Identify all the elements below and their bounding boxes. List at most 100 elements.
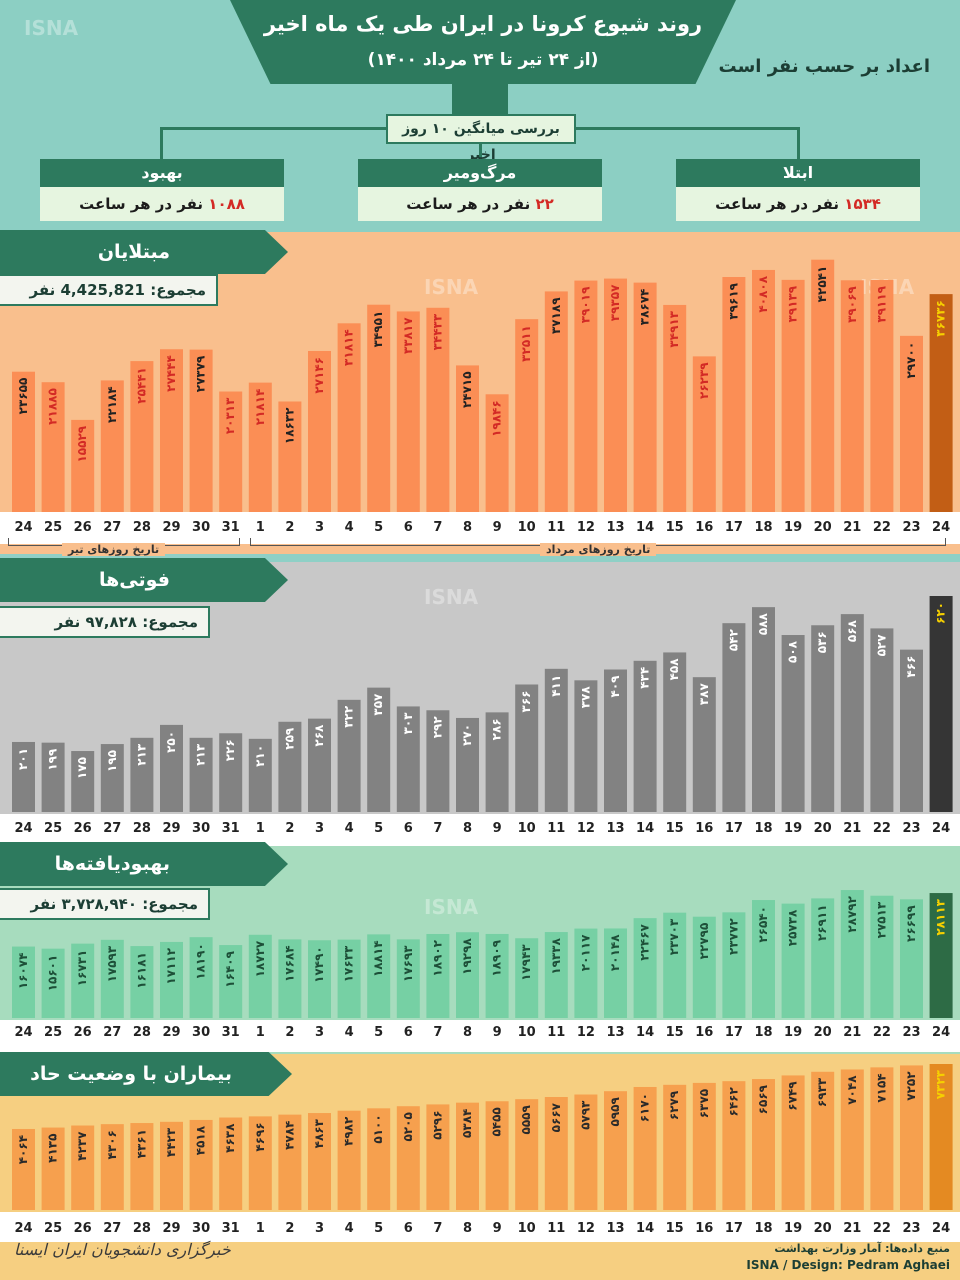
bar (130, 1123, 154, 1210)
data-label: ۱۷۹۴۳ (519, 944, 533, 981)
bar (308, 940, 331, 1018)
bar (219, 945, 243, 1018)
bar (604, 278, 627, 512)
tick-label: 7 (433, 520, 442, 535)
data-label: ۳۳۸۱۷ (401, 317, 415, 354)
tick-label: 15 (666, 520, 684, 535)
data-label: ۷۰۴۸ (845, 1075, 859, 1105)
connector-line (160, 127, 388, 130)
data-label: ۴۸۶۳ (312, 1118, 326, 1148)
tick-label: 2 (285, 821, 294, 836)
data-label: ۲۵۹ (282, 727, 296, 750)
data-label: ۵۸۸ (756, 612, 770, 635)
bar (485, 394, 509, 512)
tick-label: 31 (222, 1221, 240, 1236)
summary-infected-unit: نفر در هر ساعت (715, 195, 845, 213)
data-label: ۳۹۱۱۹ (874, 285, 888, 322)
tick-label: 8 (463, 821, 472, 836)
bar (189, 937, 213, 1018)
tick-label: 18 (754, 1221, 772, 1236)
data-label: ۱۸۹۰۹ (490, 939, 504, 976)
tick-label: 4 (345, 520, 354, 535)
page-title: روند شیوع کرونا در ایران طی یک ماه اخیر (263, 12, 703, 36)
tick-label: 23 (902, 1025, 920, 1040)
bar (278, 1114, 302, 1210)
data-label: ۵۶۸ (845, 619, 859, 642)
bar (752, 607, 775, 812)
bar (574, 1094, 598, 1210)
bar (840, 614, 864, 812)
agency-signature: خبرگزاری دانشجویان ایران ایسنا (14, 1240, 231, 1259)
tick-label: 27 (103, 1025, 121, 1040)
tick-label: 13 (606, 1025, 624, 1040)
data-label: ۴۳۰۶ (105, 1130, 119, 1159)
tick-label: 16 (695, 1025, 713, 1040)
bar (870, 895, 894, 1018)
bar (781, 635, 805, 812)
bar (426, 933, 450, 1018)
data-label: ۴۷۸۴ (282, 1121, 296, 1150)
tick-label: 28 (133, 520, 151, 535)
tick-label: 17 (725, 520, 743, 535)
data-label: ۴۶۳۸ (223, 1123, 237, 1153)
data-label: ۲۵۷۳۸ (786, 909, 800, 946)
bar (396, 706, 420, 812)
watermark: ISNA (24, 16, 79, 40)
data-label: ۶۵۶۹ (756, 1084, 770, 1114)
bar (41, 382, 65, 512)
severe-days-band (0, 1212, 960, 1242)
tick-label: 16 (695, 1221, 713, 1236)
data-label: ۳۸۷ (697, 683, 711, 706)
data-label: ۱۹۲۹۸ (460, 938, 474, 975)
data-label: ۳۵۷ (371, 693, 385, 716)
tick-label: 2 (285, 520, 294, 535)
data-label: ۱۸۶۳۲ (282, 407, 296, 444)
data-label: ۳۹۱۳۹ (786, 285, 800, 322)
data-label: ۱۷۶۸۴ (282, 945, 296, 982)
bar (41, 1127, 65, 1210)
recovered-section-title: بهبودیافته‌ها (0, 842, 288, 886)
bar (722, 1081, 746, 1210)
tick-label: 22 (873, 1025, 891, 1040)
title-banner (230, 0, 736, 84)
bar (544, 668, 568, 812)
bar (633, 660, 657, 812)
tick-label: 28 (133, 1221, 151, 1236)
bar (604, 1091, 627, 1210)
bar (900, 649, 923, 812)
recovered-days-band (0, 1020, 960, 1052)
data-label: ۴۳۴ (638, 667, 652, 689)
bar (12, 946, 35, 1018)
tick-label: 8 (463, 1221, 472, 1236)
data-label: ۱۸۱۹۰ (194, 943, 208, 980)
data-label: ۳۹۰۶۹ (845, 286, 859, 323)
tir-label: تاریخ روزهای تیر (62, 543, 166, 556)
summary-recovered-value: ۱۰۸۸ نفر در هر ساعت (40, 187, 284, 221)
data-label: ۷۱۵۴ (874, 1073, 888, 1102)
data-label: ۱۶۰۷۴ (16, 953, 30, 990)
cases-chart: ۲۳۶۵۵24۲۱۸۸۵25۱۵۵۲۹26۲۲۱۸۴27۲۵۴۴۱28۲۷۴۴۴… (12, 259, 953, 535)
data-label: ۵۲۰۵ (401, 1112, 415, 1141)
tick-label: 26 (74, 1025, 92, 1040)
tick-label: 12 (577, 1221, 595, 1236)
recovered-total: مجموع: ۳,۷۲۸,۹۴۰ نفر (0, 888, 210, 920)
data-label: ۱۹۸۴۶ (490, 400, 504, 437)
watermark: ISNA (424, 895, 479, 919)
tick-label: 21 (843, 520, 861, 535)
bar (929, 893, 953, 1018)
tick-label: 11 (547, 1221, 565, 1236)
tick-label: 23 (902, 821, 920, 836)
bar (663, 304, 687, 512)
tick-label: 10 (518, 1221, 536, 1236)
tick-label: 17 (725, 1025, 743, 1040)
data-label: ۱۵۵۲۹ (75, 425, 89, 462)
tick-label: 24 (932, 1221, 950, 1236)
bar (456, 365, 479, 512)
data-label: ۶۲۷۹ (667, 1090, 681, 1120)
bar (160, 1121, 183, 1210)
tick-label: 24 (14, 520, 32, 535)
deaths-total: مجموع: ۹۷,۸۲۸ نفر (0, 606, 210, 638)
bar (248, 382, 272, 512)
tick-label: 30 (192, 1025, 210, 1040)
tick-label: 4 (345, 1025, 354, 1040)
